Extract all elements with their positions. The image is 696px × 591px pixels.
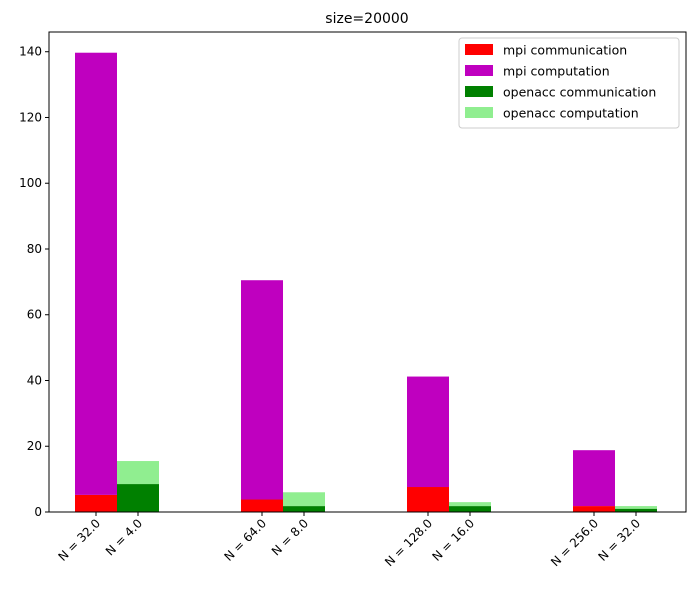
y-tick-label: 140 (19, 45, 42, 59)
chart-title: size=20000 (325, 11, 408, 27)
bar-mpi-communication (407, 487, 449, 512)
bar-openacc-computation (615, 506, 657, 509)
y-tick-label: 20 (27, 439, 42, 453)
x-tick-label: N = 4.0 (103, 516, 145, 558)
legend-swatch (465, 107, 493, 118)
legend-swatch (465, 44, 493, 55)
y-tick-label: 40 (27, 373, 42, 387)
bar-mpi-computation (573, 450, 615, 507)
legend-label: mpi computation (503, 64, 610, 79)
y-axis: 0 20 40 60 80 100 120 140 (19, 45, 49, 519)
bar-mpi-computation (407, 376, 449, 488)
bar-mpi-communication (75, 494, 117, 512)
bar-mpi-communication (241, 499, 283, 512)
legend-box (458, 37, 680, 129)
plot-frame (48, 31, 687, 513)
y-tick-label: 60 (27, 308, 42, 322)
bar-openacc-communication (449, 506, 491, 512)
y-tick-label: 120 (19, 110, 42, 124)
legend-label: mpi communication (503, 43, 627, 58)
x-tick-label: N = 8.0 (269, 516, 311, 558)
bar-openacc-computation (283, 492, 325, 507)
y-tick-label: 100 (19, 176, 42, 190)
y-tick-label: 80 (27, 242, 42, 256)
legend-swatch (465, 65, 493, 76)
bar-mpi-computation (241, 280, 283, 500)
legend-label: openacc computation (503, 106, 639, 121)
bars-layer (75, 52, 657, 512)
bar-openacc-communication (615, 508, 657, 512)
x-tick-label: N = 32.0 (595, 516, 643, 564)
bar-openacc-computation (449, 502, 491, 507)
legend: mpi communication mpi computation openacc … (458, 37, 680, 129)
x-tick-label: N = 256.0 (548, 516, 601, 569)
bar-openacc-communication (283, 506, 325, 512)
bar-mpi-computation (75, 52, 117, 495)
x-tick-label: N = 32.0 (55, 516, 103, 564)
legend-label: openacc communication (503, 85, 656, 100)
x-axis: N = 32.0 N = 4.0 N = 64.0 N = 8.0 N = 128.0N… (55, 512, 643, 569)
x-tick-label: N = 128.0 (382, 516, 435, 569)
bar-openacc-communication (117, 484, 159, 512)
y-tick-label: 0 (34, 505, 42, 519)
bar-mpi-communication (573, 506, 615, 512)
x-tick-label: N = 16.0 (429, 516, 477, 564)
bar-openacc-computation (117, 461, 159, 485)
legend-swatch (465, 86, 493, 97)
x-tick-label: N = 64.0 (221, 516, 269, 564)
